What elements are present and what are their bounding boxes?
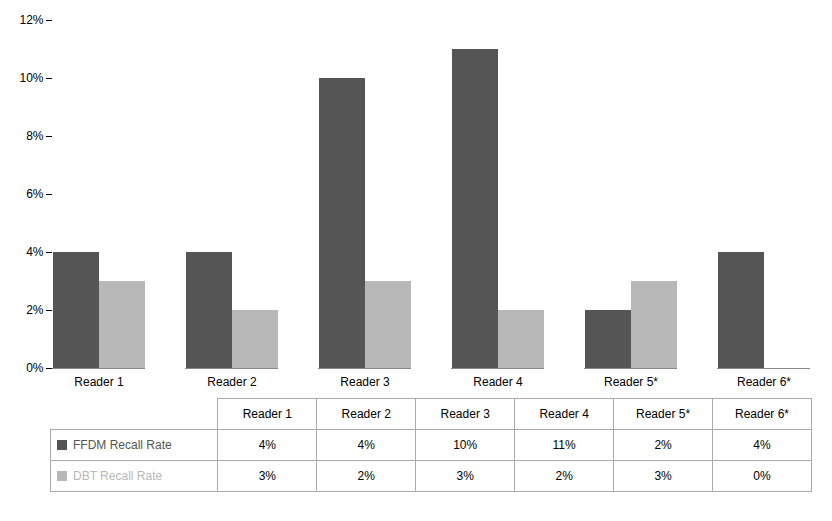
svg-text:Reader 5*: Reader 5* [604, 375, 658, 389]
svg-text:Reader 2: Reader 2 [207, 375, 257, 389]
html-text:Reader 1: Reader 1 [242, 407, 292, 421]
html-text:4%: 4% [357, 438, 375, 452]
svg-text:0%: 0% [26, 361, 44, 375]
svg-text:2%: 2% [26, 303, 44, 317]
html-text:3%: 3% [654, 469, 672, 483]
html-text:2%: 2% [654, 438, 672, 452]
html-text:DBT Recall Rate: DBT Recall Rate [73, 469, 163, 483]
svg-text:4%: 4% [26, 245, 44, 259]
html-text:11%: 11% [552, 438, 576, 452]
svg-text:Reader 1: Reader 1 [74, 375, 124, 389]
html-text:3%: 3% [258, 469, 276, 483]
html-text:3%: 3% [456, 469, 474, 483]
svg-text:Reader 6*: Reader 6* [737, 375, 791, 389]
html-text:Reader 5*: Reader 5* [636, 407, 691, 421]
html-text:4%: 4% [753, 438, 771, 452]
svg-text:8%: 8% [26, 129, 44, 143]
html-text:FFDM Recall Rate: FFDM Recall Rate [73, 438, 172, 452]
svg-text:6%: 6% [26, 187, 44, 201]
html-text:10%: 10% [453, 438, 478, 452]
svg-text:Reader 4: Reader 4 [473, 375, 523, 389]
html-text:Reader 3: Reader 3 [440, 407, 490, 421]
html-text:Reader 2: Reader 2 [341, 407, 391, 421]
html-text:Reader 6*: Reader 6* [735, 407, 789, 421]
html-text:2%: 2% [357, 469, 375, 483]
html-text:4%: 4% [258, 438, 276, 452]
svg-text:Reader 3: Reader 3 [340, 375, 390, 389]
svg-text:12%: 12% [19, 13, 43, 27]
html-text:0%: 0% [753, 469, 771, 483]
html-text:Reader 4: Reader 4 [539, 407, 589, 421]
html-text:2%: 2% [555, 469, 573, 483]
svg-text:10%: 10% [19, 71, 43, 85]
